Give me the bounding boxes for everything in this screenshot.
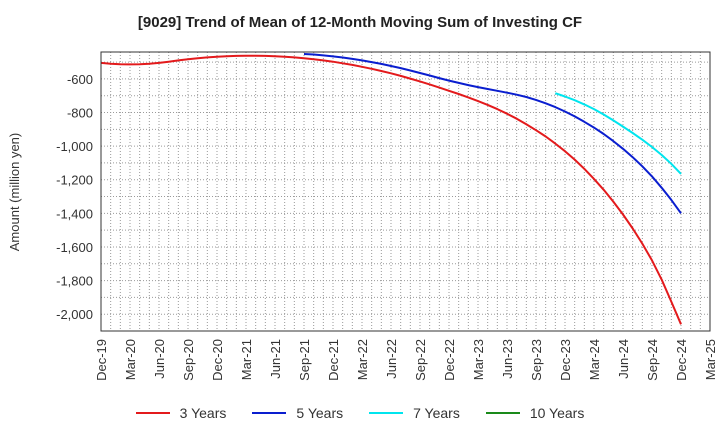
y-tick-label: -1,600 [56, 240, 93, 255]
x-tick-label: Jun-21 [268, 339, 283, 379]
legend-label: 3 Years [179, 405, 227, 421]
grid-layer [101, 52, 710, 331]
legend-label: 5 Years [296, 405, 344, 421]
chart-title: [9029] Trend of Mean of 12-Month Moving … [137, 14, 583, 31]
x-tick-label: Mar-23 [471, 339, 486, 380]
legend-label: 10 Years [529, 405, 585, 421]
legend-swatch [369, 412, 404, 414]
x-tick-label: Sep-22 [413, 339, 428, 381]
legend-item-5-years: 5 Years [252, 405, 343, 421]
legend-item-3-years: 3 Years [135, 405, 227, 421]
x-tick-label: Sep-24 [645, 339, 660, 381]
plot-frame [100, 51, 711, 332]
series-line-3-years [100, 54, 682, 325]
x-tick-label: Dec-19 [94, 339, 109, 381]
y-tick-label: -2,000 [56, 307, 93, 322]
x-tick-label: Dec-24 [674, 339, 689, 381]
y-tick-label: -1,000 [56, 139, 93, 154]
legend-swatch [485, 412, 520, 414]
x-tick-label: Jun-23 [500, 339, 515, 379]
x-tick-label: Mar-21 [239, 339, 254, 380]
legend-item-7-years: 7 Years [369, 405, 460, 421]
y-tick-label: -800 [67, 106, 93, 121]
y-tick-label: -1,200 [56, 173, 93, 188]
x-tick-label: Jun-24 [616, 339, 631, 379]
x-tick-label: Dec-21 [326, 339, 341, 381]
x-tick-label: Dec-22 [442, 339, 457, 381]
legend-swatch [135, 412, 170, 414]
y-axis-label: Amount (million yen) [7, 133, 22, 252]
y-tick-label: -1,800 [56, 274, 93, 289]
x-tick-label: Jun-20 [152, 339, 167, 379]
x-tick-label: Dec-20 [210, 339, 225, 381]
y-tick-label: -600 [67, 72, 93, 87]
legend-swatch [252, 412, 287, 414]
x-tick-label: Mar-24 [587, 339, 602, 380]
tick-layer: -600 -800 -1,000 -1,200 -1,400 -1,600 -1,800 -2… [56, 72, 718, 381]
series-layer [100, 53, 682, 325]
x-tick-label: Dec-23 [558, 339, 573, 381]
x-tick-label: Sep-23 [529, 339, 544, 381]
y-tick-label: -1,400 [56, 206, 93, 221]
series-line-5-years [303, 53, 682, 214]
x-tick-label: Mar-25 [703, 339, 718, 380]
x-tick-label: Jun-22 [384, 339, 399, 379]
x-tick-label: Sep-20 [181, 339, 196, 381]
x-tick-label: Sep-21 [297, 339, 312, 381]
x-tick-label: Mar-20 [123, 339, 138, 380]
x-tick-label: Mar-22 [355, 339, 370, 380]
legend-item-10-years: 10 Years [485, 405, 585, 421]
legend: 3 Years 5 Years 7 Years 10 Years [0, 405, 720, 421]
legend-label: 7 Years [413, 405, 460, 421]
series-line-7-years [554, 92, 682, 175]
